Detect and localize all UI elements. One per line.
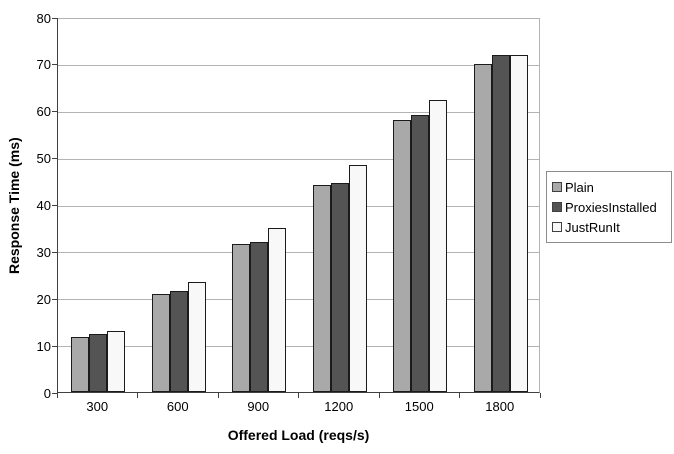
x-tick-mark — [539, 393, 541, 398]
x-category-label-1200: 1200 — [324, 399, 354, 414]
legend: Plain ProxiesInstalled JustRunIt — [546, 171, 672, 243]
y-tick-label-40: 40 — [36, 198, 51, 213]
y-tick-mark — [52, 251, 57, 253]
y-tick-mark — [52, 345, 57, 347]
bar-justrunit-1200 — [348, 164, 367, 392]
x-tick-mark — [459, 393, 460, 398]
bar-justrunit-600 — [187, 281, 206, 392]
bar-justrunit-900 — [268, 227, 287, 392]
x-category-label-300: 300 — [86, 399, 109, 414]
bar-proxiesinstalled-600 — [169, 291, 188, 392]
legend-label-plain: Plain — [565, 179, 594, 195]
bar-plain-1200 — [312, 184, 331, 392]
legend-item-proxiesinstalled: ProxiesInstalled — [552, 197, 667, 217]
gridline-40 — [58, 205, 539, 207]
x-category-label-600: 600 — [166, 399, 189, 414]
x-tick-mark — [217, 393, 219, 398]
gridline-60 — [58, 111, 539, 113]
y-tick-mark — [52, 158, 57, 160]
y-tick-mark — [52, 392, 57, 394]
plot-area — [57, 18, 540, 393]
y-tick-mark — [52, 64, 57, 66]
gridline-80 — [58, 18, 539, 19]
y-tick-label-20: 20 — [36, 291, 51, 307]
y-tick-mark — [52, 17, 57, 19]
y-tick-label-10: 10 — [36, 338, 51, 354]
y-tick-label-60: 60 — [36, 104, 51, 120]
gridline-10 — [58, 346, 539, 348]
bar-proxiesinstalled-1200 — [330, 182, 349, 392]
bar-plain-1500 — [393, 120, 412, 392]
x-category-label-1500: 1500 — [404, 399, 434, 414]
y-tick-label-30: 30 — [36, 244, 51, 260]
x-category-label-1800: 1800 — [485, 399, 515, 414]
x-axis-title: Offered Load (reqs/s) — [227, 427, 370, 443]
bar-plain-600 — [151, 293, 170, 392]
legend-swatch-plain — [552, 182, 562, 192]
y-tick-label-0: 0 — [43, 385, 51, 401]
y-tick-mark — [52, 298, 57, 300]
bar-plain-900 — [232, 244, 251, 392]
legend-label-justrunit: JustRunIt — [565, 219, 620, 235]
y-tick-mark — [52, 111, 57, 113]
gridline-50 — [58, 158, 539, 160]
legend-label-proxiesinstalled: ProxiesInstalled — [565, 199, 657, 215]
bar-plain-300 — [71, 336, 90, 392]
bar-justrunit-1800 — [509, 54, 528, 392]
gridline-20 — [58, 299, 539, 301]
bar-proxiesinstalled-900 — [250, 242, 269, 392]
x-category-label-900: 900 — [247, 399, 270, 414]
bar-proxiesinstalled-1800 — [491, 54, 510, 392]
bar-proxiesinstalled-300 — [89, 333, 108, 392]
legend-item-plain: Plain — [552, 177, 667, 197]
bar-justrunit-1500 — [429, 100, 448, 392]
legend-swatch-justrunit — [552, 222, 562, 232]
bar-justrunit-300 — [107, 331, 126, 392]
x-tick-mark — [137, 393, 138, 398]
y-tick-label-50: 50 — [36, 151, 51, 167]
legend-item-justrunit: JustRunIt — [552, 217, 667, 237]
y-tick-label-80: 80 — [36, 10, 51, 26]
y-tick-label-70: 70 — [36, 57, 51, 73]
gridline-70 — [58, 64, 539, 66]
legend-swatch-proxiesinstalled — [552, 202, 562, 212]
y-tick-mark — [52, 205, 57, 206]
bar-proxiesinstalled-1500 — [411, 114, 430, 392]
bar-plain-1800 — [473, 63, 492, 392]
x-tick-mark — [378, 393, 380, 398]
gridline-30 — [58, 252, 539, 254]
x-tick-mark — [298, 393, 299, 398]
x-tick-mark — [56, 393, 58, 398]
